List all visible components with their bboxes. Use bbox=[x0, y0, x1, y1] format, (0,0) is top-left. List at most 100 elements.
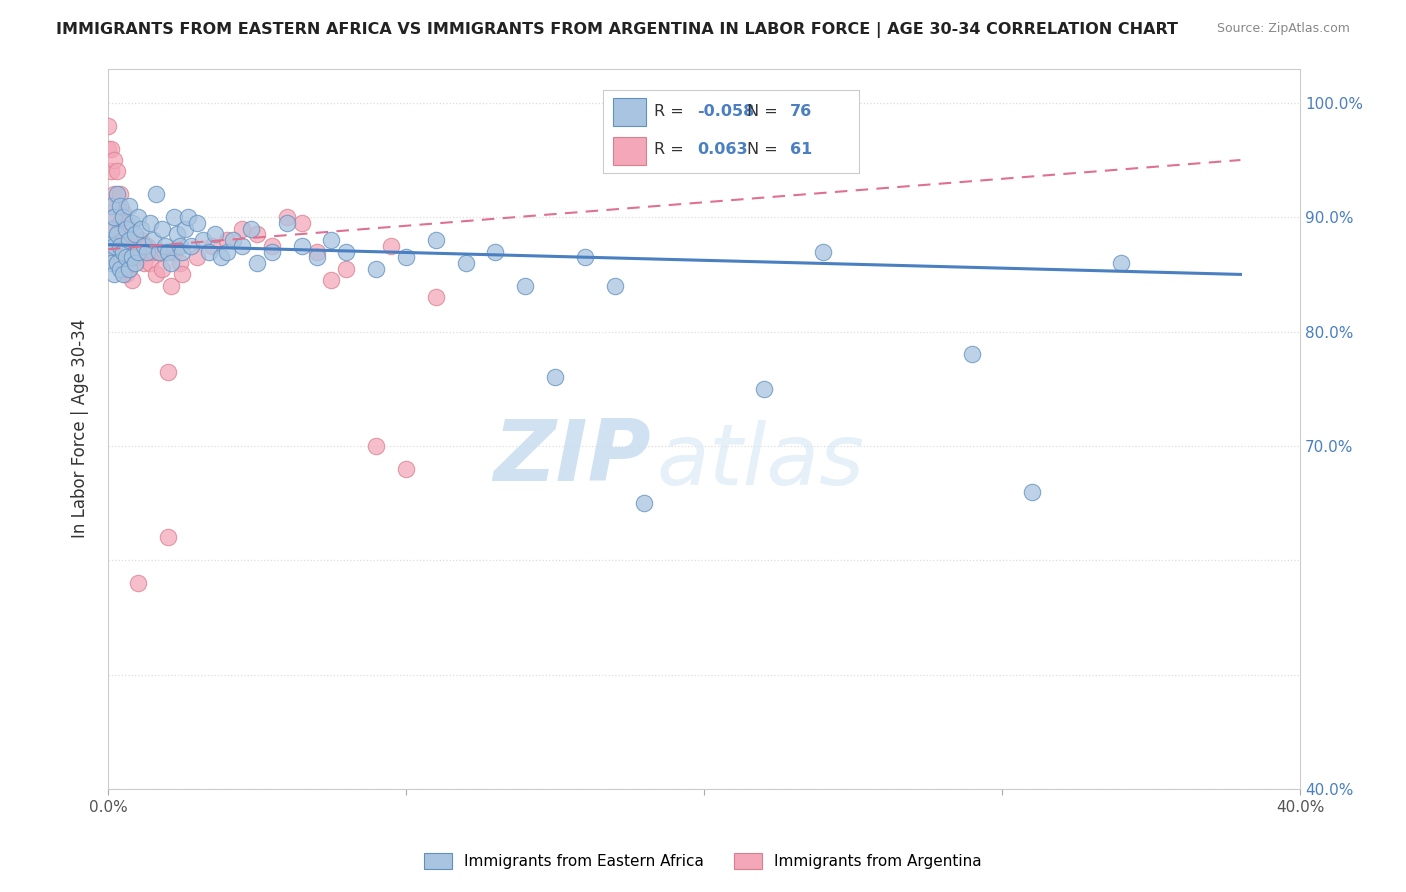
Point bbox=[121, 244, 143, 259]
Point bbox=[515, 278, 537, 293]
Point bbox=[103, 239, 125, 253]
Point bbox=[105, 187, 128, 202]
Point bbox=[159, 256, 181, 270]
Point bbox=[260, 239, 283, 253]
Point bbox=[100, 211, 122, 225]
Point bbox=[97, 233, 120, 247]
Point bbox=[145, 187, 167, 202]
Y-axis label: In Labor Force | Age 30-34: In Labor Force | Age 30-34 bbox=[72, 319, 89, 539]
Point bbox=[118, 233, 141, 247]
Point bbox=[127, 576, 149, 591]
Point bbox=[108, 216, 131, 230]
Point bbox=[172, 244, 194, 259]
Point bbox=[105, 199, 128, 213]
Point bbox=[115, 268, 138, 282]
Point bbox=[425, 233, 447, 247]
Point bbox=[118, 199, 141, 213]
Point bbox=[105, 164, 128, 178]
Point bbox=[240, 221, 263, 235]
Point bbox=[177, 211, 200, 225]
Point bbox=[222, 233, 245, 247]
Point bbox=[105, 227, 128, 242]
Point bbox=[127, 244, 149, 259]
Text: IMMIGRANTS FROM EASTERN AFRICA VS IMMIGRANTS FROM ARGENTINA IN LABOR FORCE | AGE: IMMIGRANTS FROM EASTERN AFRICA VS IMMIGR… bbox=[56, 22, 1178, 38]
Point bbox=[121, 216, 143, 230]
Point bbox=[380, 239, 402, 253]
Point bbox=[105, 256, 128, 270]
Point bbox=[97, 244, 120, 259]
Point bbox=[97, 244, 120, 259]
Point bbox=[115, 244, 138, 259]
Point bbox=[366, 439, 388, 453]
Point bbox=[132, 239, 155, 253]
Point bbox=[111, 211, 134, 225]
Point bbox=[335, 261, 357, 276]
Point bbox=[321, 273, 343, 287]
Point bbox=[425, 290, 447, 304]
Point bbox=[100, 256, 122, 270]
Point bbox=[395, 462, 418, 476]
Point bbox=[201, 239, 224, 253]
Point bbox=[124, 239, 146, 253]
Point bbox=[159, 278, 181, 293]
Point bbox=[291, 239, 314, 253]
Point bbox=[217, 244, 239, 259]
Point bbox=[150, 221, 173, 235]
Point bbox=[162, 244, 184, 259]
Point bbox=[335, 244, 357, 259]
Point bbox=[118, 261, 141, 276]
Point bbox=[103, 211, 125, 225]
Point bbox=[100, 199, 122, 213]
Text: Source: ZipAtlas.com: Source: ZipAtlas.com bbox=[1216, 22, 1350, 36]
Point bbox=[246, 227, 269, 242]
Point bbox=[100, 164, 122, 178]
Point bbox=[209, 250, 232, 264]
Point bbox=[121, 250, 143, 264]
Point bbox=[142, 233, 165, 247]
Point bbox=[186, 250, 208, 264]
Point bbox=[752, 382, 775, 396]
Point bbox=[100, 142, 122, 156]
Point bbox=[108, 187, 131, 202]
Point bbox=[291, 216, 314, 230]
Point bbox=[115, 221, 138, 235]
Point bbox=[960, 347, 983, 361]
Point bbox=[124, 256, 146, 270]
Point bbox=[103, 244, 125, 259]
Point bbox=[246, 256, 269, 270]
Point bbox=[111, 261, 134, 276]
Point bbox=[153, 239, 176, 253]
Point bbox=[129, 221, 152, 235]
Point bbox=[108, 250, 131, 264]
Point bbox=[111, 233, 134, 247]
Point bbox=[115, 250, 138, 264]
Point bbox=[124, 227, 146, 242]
Point bbox=[166, 227, 188, 242]
Point bbox=[231, 239, 253, 253]
Point bbox=[544, 370, 567, 384]
Point bbox=[118, 261, 141, 276]
Point bbox=[100, 221, 122, 235]
Point bbox=[276, 211, 298, 225]
Point bbox=[135, 244, 157, 259]
Point bbox=[148, 244, 170, 259]
Point bbox=[1109, 256, 1132, 270]
Point bbox=[118, 233, 141, 247]
Point bbox=[103, 221, 125, 235]
Point bbox=[97, 142, 120, 156]
Text: atlas: atlas bbox=[657, 420, 865, 503]
Point bbox=[121, 273, 143, 287]
Point bbox=[111, 204, 134, 219]
Point bbox=[111, 268, 134, 282]
Point bbox=[150, 261, 173, 276]
Point bbox=[484, 244, 506, 259]
Point bbox=[138, 216, 160, 230]
Point bbox=[204, 227, 226, 242]
Point bbox=[156, 365, 179, 379]
Point bbox=[217, 233, 239, 247]
Point bbox=[811, 244, 834, 259]
Point bbox=[231, 221, 253, 235]
Point bbox=[148, 244, 170, 259]
Point bbox=[103, 153, 125, 167]
Point bbox=[108, 239, 131, 253]
